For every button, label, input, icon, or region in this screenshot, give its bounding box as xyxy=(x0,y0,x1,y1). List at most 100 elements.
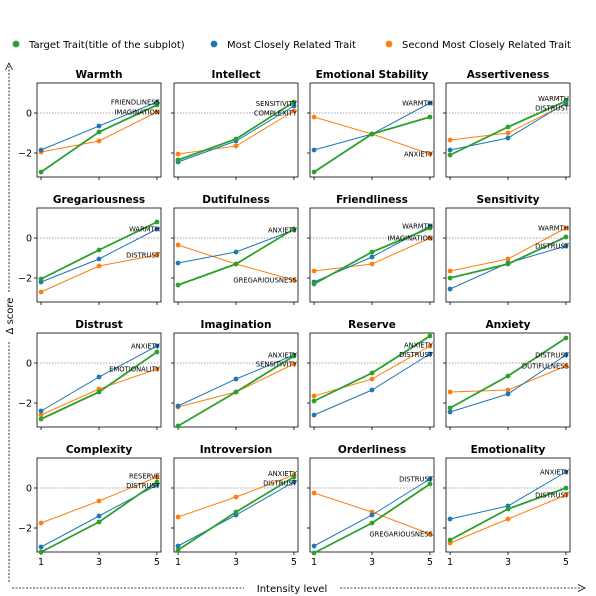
series-point-target xyxy=(369,131,375,137)
series-point-second xyxy=(311,490,317,496)
series-point-target xyxy=(427,333,433,339)
annotation-anxiety: ANXIETY xyxy=(404,342,434,350)
series-point-second xyxy=(563,225,569,231)
subplot-sensitivity: Sensitivity DISTRUST WARMTH xyxy=(443,194,571,305)
series-point-target xyxy=(291,353,297,359)
annotation-distrust: DISTRUST xyxy=(535,351,570,359)
series-point-target xyxy=(96,129,102,135)
legend: Target Trait(title of the subplot) Most … xyxy=(12,40,571,51)
series-point-second xyxy=(175,151,181,157)
series-point-second xyxy=(38,289,44,295)
x-tick-label: 5 xyxy=(154,557,160,568)
annotation-gregariousness: GREGARIOUSNESS xyxy=(369,530,433,538)
series-point-second xyxy=(563,492,569,498)
series-point-second xyxy=(369,376,375,382)
series-point-target xyxy=(563,98,569,104)
series-point-second xyxy=(291,108,297,114)
x-tick-label: 3 xyxy=(369,557,375,568)
series-point-target xyxy=(233,261,239,267)
subplot-gregariousness: Gregariousness 0 −2 WARMTH DISTRUST xyxy=(18,194,162,305)
annotation-distrust: DISTRUST xyxy=(126,482,161,490)
series-point-target xyxy=(505,373,511,379)
series-point-target xyxy=(233,509,239,515)
series-point-most xyxy=(233,249,239,255)
annotation-distrust: DISTRUST xyxy=(126,251,161,259)
series-point-most xyxy=(427,100,433,106)
series-point-second xyxy=(96,138,102,144)
series-point-target xyxy=(505,261,511,267)
series-point-most xyxy=(175,260,181,266)
subplot-title: Imagination xyxy=(201,319,272,331)
series-point-target xyxy=(291,474,297,480)
subplot-dutifulness: Dutifulness ANXIETY GREGARIOUSNESS xyxy=(171,194,299,305)
series-point-target xyxy=(311,398,317,404)
series-point-most xyxy=(154,343,160,349)
subplot-introversion: Introversion 1 3 5 DISTRUST ANXIETY xyxy=(171,444,299,568)
annotation-anxiety: ANXIETY xyxy=(268,226,298,234)
series-point-target xyxy=(291,226,297,232)
subplot-intellect: Intellect SENSITIVITY COMPLEXITY xyxy=(171,69,299,180)
series-point-most xyxy=(447,147,453,153)
subplot-orderliness: Orderliness 1 3 5 DISTRUST GREGARIOUSNESS xyxy=(307,444,435,568)
annotation-warmth: WARMTH xyxy=(538,95,569,103)
series-point-most xyxy=(175,403,181,409)
series-point-target xyxy=(233,136,239,142)
legend-label-second: Second Most Closely Related Trait xyxy=(402,40,571,51)
annotation-anxiety: ANXIETY xyxy=(268,470,298,478)
series-point-second xyxy=(447,268,453,274)
series-point-most xyxy=(447,286,453,292)
y-tick-label: −2 xyxy=(18,398,32,409)
series-point-target xyxy=(563,335,569,341)
series-point-target xyxy=(369,249,375,255)
annotation-sensitivity: SENSITIVITY xyxy=(256,360,298,368)
series-line-target xyxy=(313,116,431,173)
series-point-most xyxy=(154,226,160,232)
subplot-grid: Warmth 0 −2 FRIENDLINESS IMAGINATION Intellec… xyxy=(18,69,571,568)
series-point-target xyxy=(154,102,160,108)
y-axis-label: Δ score xyxy=(5,298,16,335)
annotation-dutifulness: DUTIFULNESS xyxy=(522,362,569,370)
x-tick-label: 5 xyxy=(291,557,297,568)
x-tick-label: 3 xyxy=(96,557,102,568)
annotation-warmth: WARMTH xyxy=(402,222,433,230)
series-point-target xyxy=(427,114,433,120)
series-point-most xyxy=(427,351,433,357)
series-point-most xyxy=(369,512,375,518)
series-point-second xyxy=(38,412,44,418)
subplot-title: Orderliness xyxy=(338,444,406,456)
series-point-most xyxy=(563,469,569,475)
series-point-target xyxy=(563,234,569,240)
y-tick-label: −2 xyxy=(18,148,32,159)
series-point-target xyxy=(563,485,569,491)
series-point-most xyxy=(447,409,453,415)
annotation-emotionality: EMOTIONALITY xyxy=(109,365,161,373)
series-point-target xyxy=(154,479,160,485)
series-point-second xyxy=(427,343,433,349)
annotation-complexity: COMPLEXITY xyxy=(254,110,298,118)
series-point-target xyxy=(175,547,181,553)
subplot-title: Dutifulness xyxy=(202,194,270,206)
series-point-second xyxy=(505,256,511,262)
legend-marker-target xyxy=(12,40,20,48)
series-point-most xyxy=(96,513,102,519)
series-point-second xyxy=(96,263,102,269)
annotation-imagination: IMAGINATION xyxy=(114,108,159,116)
series-point-second xyxy=(175,242,181,248)
annotation-distrust: DISTRUST xyxy=(535,242,570,250)
annotation-anxiety: ANXIETY xyxy=(131,342,161,350)
series-point-most xyxy=(447,516,453,522)
series-point-target xyxy=(311,169,317,175)
subplot-emotionality: Emotionality 1 3 5 ANXIETY DISTRUST xyxy=(443,444,571,568)
subplot-frame xyxy=(173,82,299,178)
series-point-target xyxy=(369,520,375,526)
series-point-most xyxy=(311,147,317,153)
annotation-sensitivity: SENSITIVITY xyxy=(256,100,298,108)
series-point-target xyxy=(38,169,44,175)
annotation-distrust: DISTRUST xyxy=(535,105,570,113)
series-point-second xyxy=(427,235,433,241)
series-point-most xyxy=(96,123,102,129)
annotation-warmth: WARMTH xyxy=(402,99,433,107)
legend-label-target: Target Trait(title of the subplot) xyxy=(28,40,185,51)
